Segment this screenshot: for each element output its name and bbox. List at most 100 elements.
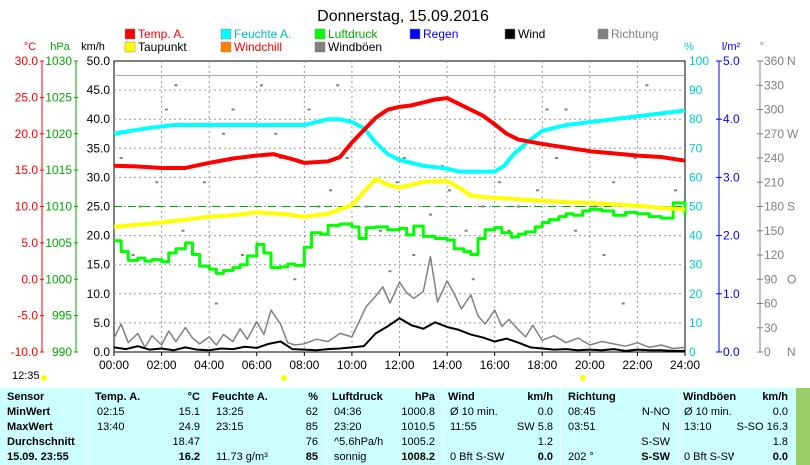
direction-point bbox=[621, 302, 625, 305]
temp-tick-label: 15.0 bbox=[15, 163, 39, 177]
compass-label: O bbox=[787, 272, 796, 286]
stats-cell-g-val: 0.0 bbox=[772, 451, 788, 463]
kmh-tick-label: 50.0 bbox=[87, 54, 111, 68]
stats-cell-h-val: 85 bbox=[305, 451, 318, 463]
dir-tick-label: 210 bbox=[764, 175, 784, 189]
legend-swatch bbox=[504, 28, 516, 40]
stats-cell-t-time bbox=[97, 450, 147, 465]
stats-cell-p-time: ^5.6hPa/h bbox=[334, 436, 384, 448]
legend-swatch bbox=[597, 28, 609, 40]
time-bar: 12:35 bbox=[0, 370, 796, 386]
temp-tick-label: -10.0 bbox=[11, 345, 39, 359]
dir-tick-label: 60 bbox=[764, 297, 778, 311]
hdr-press-unit: hPa bbox=[414, 391, 435, 403]
hpa-tick-label: 1020 bbox=[45, 127, 72, 141]
dir-tick-label: 360 bbox=[764, 54, 784, 68]
legend-label: Taupunkt bbox=[138, 40, 187, 54]
direction-point bbox=[633, 157, 637, 159]
rain-tick-label: 2.0 bbox=[723, 229, 740, 243]
weather-chart: Donnerstag, 15.09.2016 Temp. A. Feuchte A… bbox=[11, 8, 799, 372]
legend-label: Richtung bbox=[611, 27, 658, 41]
x-tick-label: 22:00 bbox=[622, 358, 652, 372]
direction-point bbox=[221, 132, 225, 135]
stats-cell-d-time: 202 ° bbox=[568, 451, 594, 463]
pct-tick-label: 10 bbox=[689, 316, 703, 330]
pct-tick-label: 70 bbox=[689, 141, 703, 155]
x-tick-label: 18:00 bbox=[527, 358, 557, 372]
x-tick-label: 08:00 bbox=[289, 358, 319, 372]
stats-cell-label: MinWert bbox=[7, 406, 51, 418]
hpa-tick-label: 1030 bbox=[45, 54, 72, 68]
stats-cell-g-val: 1.8 bbox=[772, 436, 788, 448]
hdr-hum-unit: % bbox=[308, 391, 318, 403]
direction-point bbox=[138, 205, 142, 208]
x-tick-label: 00:00 bbox=[99, 358, 129, 372]
direction-point bbox=[545, 108, 549, 111]
hdr-hum: Feuchte A. bbox=[212, 391, 268, 403]
legend-label: Windchill bbox=[234, 40, 282, 54]
legend-label: Windböen bbox=[328, 40, 382, 54]
legend-swatch bbox=[220, 28, 232, 40]
direction-point bbox=[274, 132, 278, 135]
direction-point bbox=[329, 189, 333, 192]
stats-cell-w-time: 11:55 bbox=[450, 421, 477, 433]
stats-cell-p-time: 23:20 bbox=[334, 421, 362, 433]
stats-cell-h-time: 11.73 g/m³ bbox=[216, 451, 268, 463]
stats-row: MinWert 02:15 15.1 13:25 62 04:36 1000.8 Ø 10 m… bbox=[0, 405, 796, 420]
direction-point bbox=[535, 189, 539, 192]
dir-tick-label: 330 bbox=[764, 78, 784, 92]
x-tick-label: 14:00 bbox=[432, 358, 462, 372]
compass-label: N bbox=[787, 345, 796, 359]
stats-cell-h-time: 23:15 bbox=[216, 421, 244, 433]
stats-header-row: Sensor Temp. A. °C Feuchte A. % Luftdruc… bbox=[0, 390, 796, 405]
legend-swatch bbox=[124, 41, 136, 53]
stats-cell-t-val: 18.47 bbox=[172, 436, 200, 448]
time-marker-label: 12:35 bbox=[12, 370, 40, 382]
direction-point bbox=[231, 108, 235, 111]
axis-unit-temp: °C bbox=[24, 41, 36, 53]
stats-cell-h-val: 76 bbox=[305, 436, 318, 448]
stats-cell-h-time: 13:25 bbox=[216, 406, 244, 418]
stats-cell-t-time: 13:40 bbox=[97, 421, 125, 433]
series-taupunkt bbox=[113, 176, 686, 229]
x-tick-label: 12:00 bbox=[384, 358, 414, 372]
hdr-temp: Temp. A. bbox=[95, 391, 141, 403]
chart-marks bbox=[113, 75, 687, 352]
temp-tick-label: -5.0 bbox=[17, 309, 38, 323]
series-temp-a- bbox=[113, 96, 686, 170]
temp-tick-label: 0.0 bbox=[21, 272, 38, 286]
stats-cell-p-val: 1008.2 bbox=[401, 451, 435, 463]
direction-point bbox=[378, 229, 382, 232]
sunset-marker bbox=[580, 375, 586, 381]
legend-swatch bbox=[314, 41, 326, 53]
hpa-tick-label: 1025 bbox=[45, 90, 72, 104]
pct-tick-label: 80 bbox=[689, 112, 703, 126]
temp-tick-label: 5.0 bbox=[21, 236, 38, 250]
direction-point bbox=[464, 229, 468, 232]
x-tick-label: 06:00 bbox=[242, 358, 272, 372]
kmh-tick-label: 20.0 bbox=[87, 229, 111, 243]
hpa-tick-label: 1000 bbox=[45, 272, 72, 286]
direction-point bbox=[364, 205, 368, 208]
direction-point bbox=[317, 205, 321, 208]
kmh-tick-label: 40.0 bbox=[87, 112, 111, 126]
stats-cell-d-time: 03:51 bbox=[568, 421, 596, 433]
chart-title: Donnerstag, 15.09.2016 bbox=[317, 8, 489, 25]
legend-swatch bbox=[124, 28, 136, 40]
direction-point bbox=[471, 278, 475, 281]
pct-tick-label: 0 bbox=[689, 345, 696, 359]
dir-tick-label: 90 bbox=[764, 272, 778, 286]
direction-point bbox=[555, 157, 559, 159]
rain-tick-label: 4.0 bbox=[723, 112, 740, 126]
kmh-tick-label: 0.0 bbox=[93, 345, 110, 359]
col-separator bbox=[206, 388, 207, 465]
x-tick-label: 24:00 bbox=[670, 358, 700, 372]
time-marker-dot bbox=[41, 375, 47, 381]
direction-point bbox=[673, 189, 677, 192]
axis-headers: °C hPa km/h% l/m² ° bbox=[24, 41, 764, 53]
direction-point bbox=[564, 108, 568, 111]
temp-tick-label: 30.0 bbox=[15, 54, 39, 68]
axis-unit-rain: l/m² bbox=[722, 41, 741, 53]
direction-point bbox=[155, 181, 159, 184]
direction-point bbox=[240, 254, 244, 256]
